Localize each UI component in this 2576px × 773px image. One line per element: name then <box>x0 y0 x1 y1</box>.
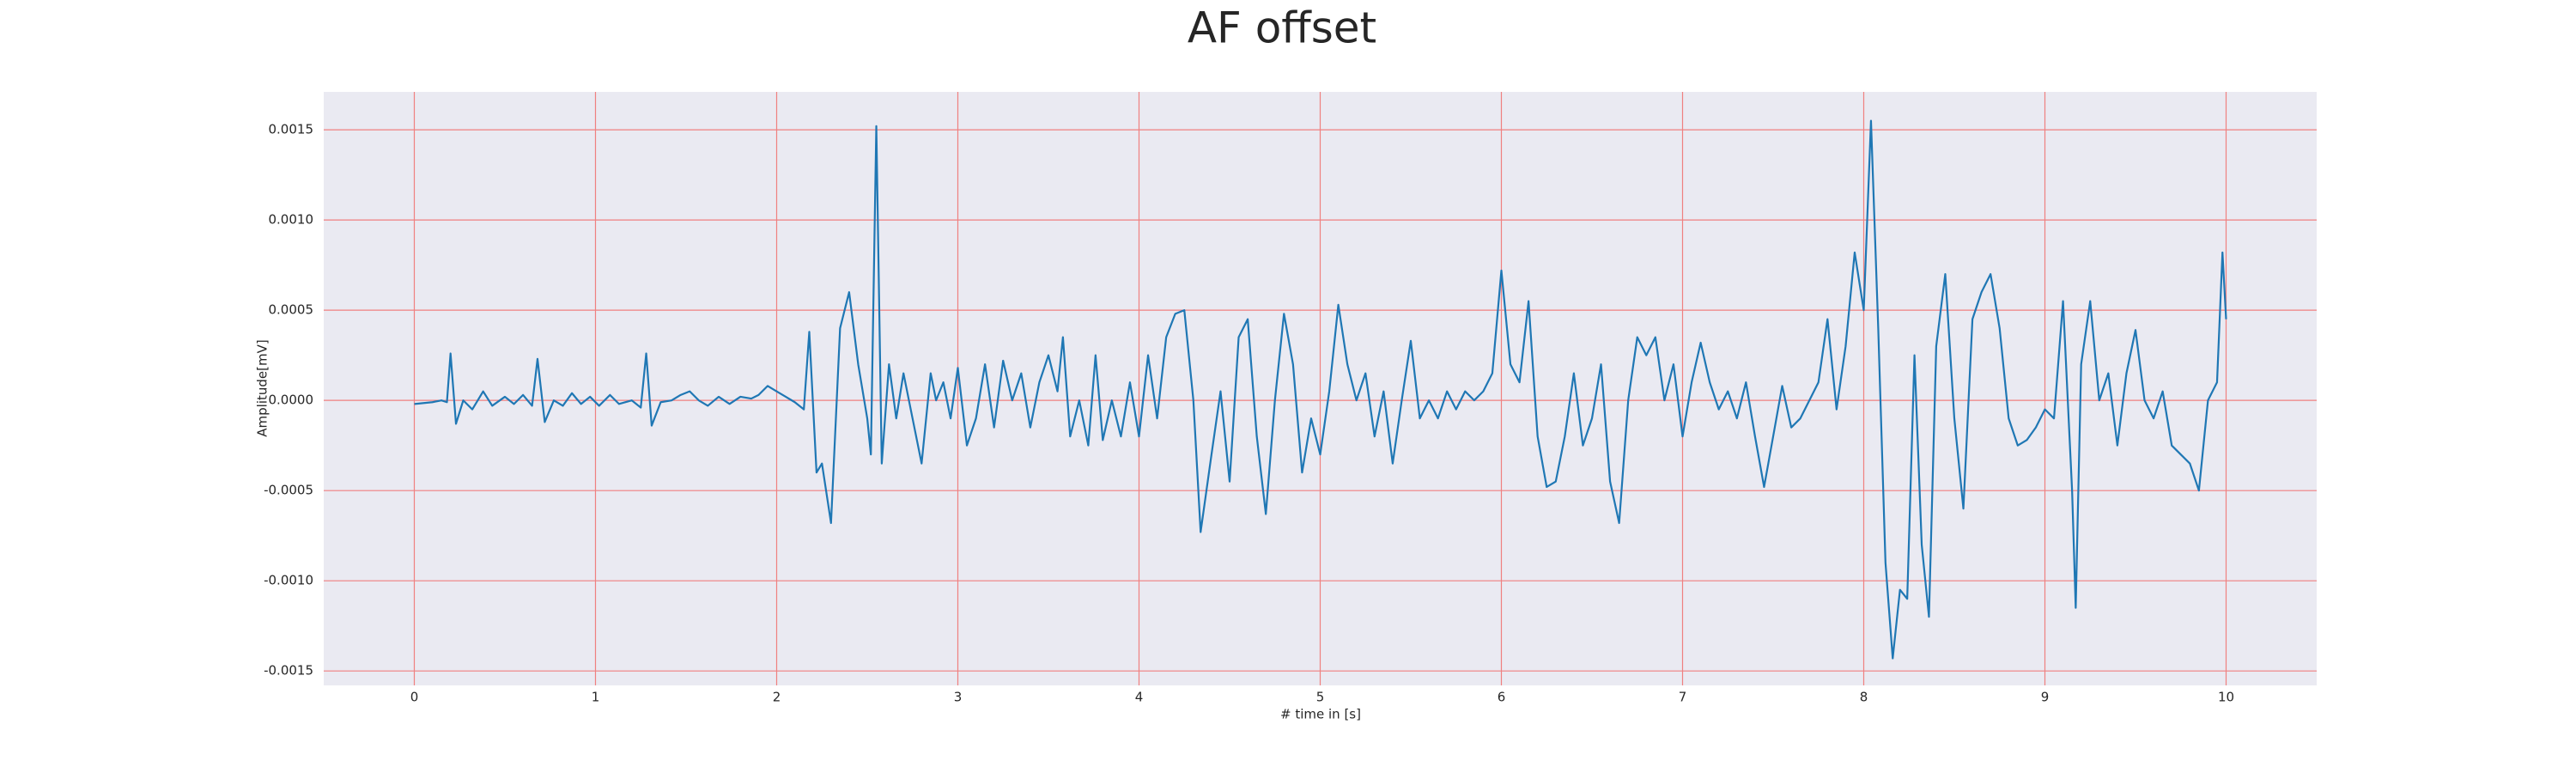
x-tick-label: 8 <box>1860 690 1868 705</box>
chart-title: AF offset <box>1188 3 1376 53</box>
y-tick-label: 0.0015 <box>269 122 314 137</box>
x-tick-label: 1 <box>592 690 600 705</box>
x-axis-label: # time in [s] <box>1280 707 1361 722</box>
y-tick-label: 0.0005 <box>269 302 314 318</box>
y-tick-label: -0.0010 <box>264 573 313 588</box>
y-tick-label: 0.0010 <box>269 212 314 228</box>
x-tick-label: 6 <box>1498 690 1506 705</box>
x-tick-label: 7 <box>1679 690 1687 705</box>
y-axis-label: Amplitude[mV] <box>255 339 270 436</box>
y-tick-label: -0.0005 <box>264 483 313 498</box>
x-tick-label: 4 <box>1135 690 1144 705</box>
signal-line <box>414 119 2227 660</box>
x-tick-label: 10 <box>2218 690 2234 705</box>
y-tick-label: 0.0000 <box>269 393 314 408</box>
x-tick-label: 3 <box>954 690 963 705</box>
x-tick-label: 9 <box>2041 690 2050 705</box>
y-tick-label: -0.0015 <box>264 663 313 679</box>
x-tick-label: 0 <box>410 690 419 705</box>
x-tick-label: 5 <box>1316 690 1325 705</box>
x-tick-label: 2 <box>773 690 781 705</box>
